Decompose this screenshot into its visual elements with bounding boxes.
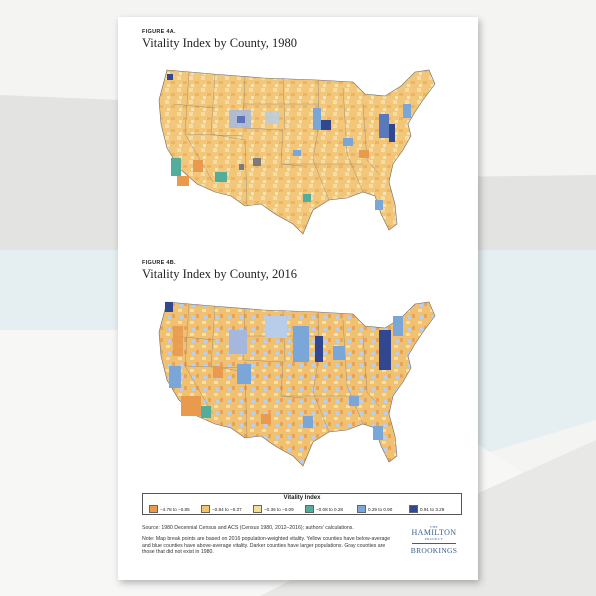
legend-swatch xyxy=(201,505,210,513)
logo-divider xyxy=(412,543,456,544)
legend-label: −4.78 to −0.85 xyxy=(160,506,190,512)
legend-item: 0.29 to 0.90 xyxy=(357,505,409,513)
map-2016 xyxy=(158,301,436,467)
logo-brookings: BROOKINGS xyxy=(410,545,458,555)
source-text: Source: 1980 Decennial Census and ACS (C… xyxy=(142,525,354,531)
figure-b-label: FIGURE 4B. xyxy=(142,260,176,266)
legend: Vitality Index −4.78 to −0.85 −0.84 to −0… xyxy=(142,493,462,515)
figure-b-title: Vitality Index by County, 2016 xyxy=(142,267,298,281)
logo-hamilton: HAMILTON xyxy=(411,528,457,537)
legend-item: −4.78 to −0.85 xyxy=(149,505,201,513)
hamilton-brookings-logo: THE HAMILTON PROJECT BROOKINGS xyxy=(404,525,464,569)
legend-label: 0.29 to 0.90 xyxy=(368,506,393,512)
figure-page: FIGURE 4A. Vitality Index by County, 198… xyxy=(118,17,478,580)
state-borders-2016 xyxy=(172,303,380,439)
legend-swatch xyxy=(253,505,262,513)
logo-project: PROJECT xyxy=(424,537,444,541)
legend-label: 0.91 to 3.29 xyxy=(420,506,445,512)
figure-a-label: FIGURE 4A. xyxy=(142,29,176,35)
legend-item: −0.84 to −0.37 xyxy=(201,505,253,513)
legend-swatch xyxy=(305,505,314,513)
legend-item: −0.36 to −0.09 xyxy=(253,505,305,513)
county-shading-1980 xyxy=(167,74,411,210)
legend-items: −4.78 to −0.85 −0.84 to −0.37 −0.36 to −0.… xyxy=(149,505,461,513)
legend-swatch xyxy=(409,505,418,513)
logo-the: THE xyxy=(429,525,439,529)
county-shading-2016 xyxy=(165,302,403,440)
legend-item: 0.91 to 3.29 xyxy=(409,505,461,513)
legend-item: −0.08 to 0.28 xyxy=(305,505,357,513)
legend-label: −0.08 to 0.28 xyxy=(316,506,343,512)
figure-a-title: Vitality Index by County, 1980 xyxy=(142,36,298,50)
note-text: Note: Map break points are based on 2016… xyxy=(142,536,391,555)
map-1980 xyxy=(158,69,436,235)
legend-label: −0.36 to −0.09 xyxy=(264,506,294,512)
legend-label: −0.84 to −0.37 xyxy=(212,506,242,512)
legend-swatch xyxy=(149,505,158,513)
legend-swatch xyxy=(357,505,366,513)
legend-title: Vitality Index xyxy=(283,495,321,501)
